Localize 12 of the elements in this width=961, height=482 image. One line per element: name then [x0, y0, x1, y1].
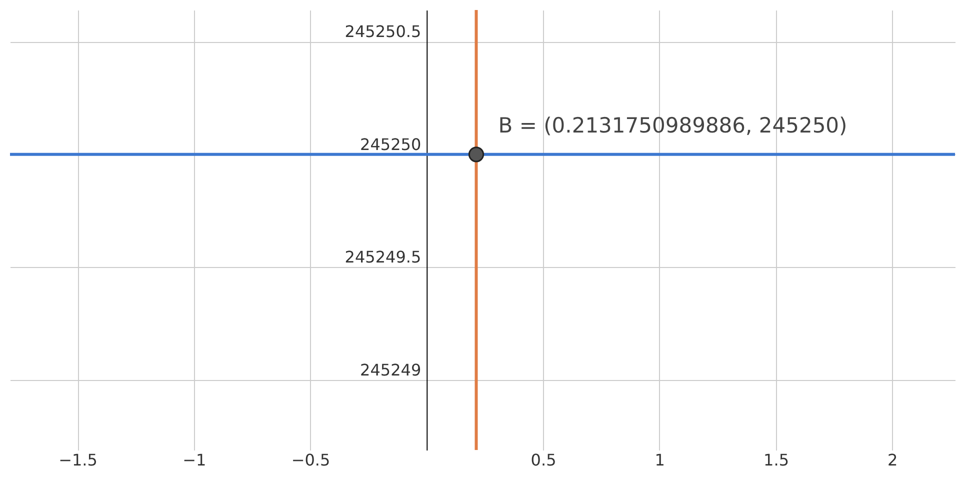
x-tick-label: −1.5 — [58, 450, 98, 470]
x-tick-label: 1 — [654, 450, 665, 470]
x-tick-label: 2 — [888, 450, 898, 470]
x-tick-label: −0.5 — [291, 450, 330, 470]
y-tick-label: 245249.5 — [344, 248, 422, 267]
annotation: B = (0.2131750989886, 245250) — [498, 113, 848, 138]
x-tick-label: −1 — [182, 450, 206, 470]
y-tick-label: 245250 — [360, 134, 422, 154]
y-tick-label: 245250.5 — [344, 22, 422, 42]
x-tick-label: 0.5 — [530, 450, 556, 470]
x-tick-label: 1.5 — [764, 450, 789, 470]
y-tick-label: 245249 — [360, 360, 422, 380]
